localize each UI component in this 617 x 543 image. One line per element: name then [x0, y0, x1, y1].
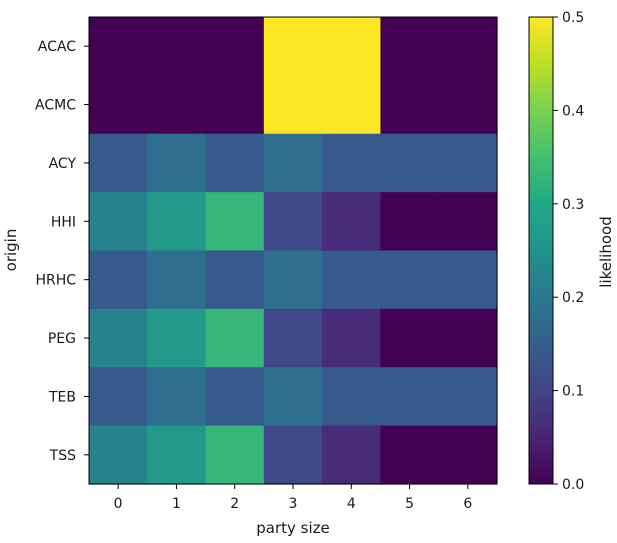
heatmap-cell: [322, 367, 382, 427]
heatmap-cell: [322, 17, 382, 76]
heatmap-cell: [205, 308, 265, 368]
y-tick-label: TEB: [48, 389, 76, 405]
colorbar-tick-label: 0.5: [562, 10, 584, 26]
x-axis-label: party size: [256, 519, 330, 537]
heatmap-cell: [89, 250, 148, 310]
heatmap-cell: [147, 425, 207, 485]
heatmap-cell: [263, 367, 323, 427]
heatmap-cell: [380, 425, 440, 485]
colorbar-label: likelihood: [597, 216, 615, 287]
heatmap-cell: [205, 75, 265, 135]
heatmap-cell: [322, 133, 382, 193]
heatmap-cell: [263, 250, 323, 310]
heatmap-cell: [380, 17, 440, 76]
y-tick-label: HHI: [51, 214, 76, 230]
heatmap-cell: [380, 192, 440, 252]
colorbar-frame: [528, 16, 554, 485]
heatmap-cells: [89, 17, 498, 485]
y-tick-label: ACMC: [35, 98, 76, 114]
heatmap-cell: [205, 17, 265, 76]
y-tick-label: ACY: [49, 156, 77, 172]
x-axis-ticks: 0 1 2 3 4 5 6: [114, 484, 472, 512]
y-axis-label: origin: [2, 229, 20, 272]
heatmap-cell: [205, 250, 265, 310]
heatmap-cell: [380, 75, 440, 135]
heatmap-cell: [263, 17, 323, 76]
heatmap-cell: [205, 367, 265, 427]
y-axis-ticks: ACAC ACMC ACY HHI HRHC PEG TEB TSS: [35, 39, 89, 464]
heatmap-cell: [380, 308, 440, 368]
colorbar-tick-label: 0.4: [562, 103, 584, 119]
x-tick-label: 3: [289, 496, 298, 512]
heatmap-cell: [263, 425, 323, 485]
heatmap-cell: [380, 367, 440, 427]
x-tick-label: 6: [463, 496, 472, 512]
heatmap-cell: [263, 75, 323, 135]
heatmap-cell: [89, 133, 148, 193]
heatmap-cell: [322, 75, 382, 135]
heatmap-cell: [438, 192, 498, 252]
heatmap-cell: [89, 308, 148, 368]
y-tick-label: PEG: [48, 331, 76, 347]
heatmap-cell: [147, 133, 207, 193]
heatmap-cell: [380, 133, 440, 193]
heatmap-cell: [438, 133, 498, 193]
colorbar-tick-label: 0.0: [562, 477, 584, 493]
heatmap-cell: [322, 250, 382, 310]
heatmap-cell: [147, 250, 207, 310]
heatmap-cell: [263, 192, 323, 252]
heatmap-cell: [263, 308, 323, 368]
colorbar: [529, 17, 553, 484]
heatmap-cell: [322, 425, 382, 485]
heatmap-cell: [89, 75, 148, 135]
x-tick-label: 2: [230, 496, 239, 512]
heatmap-cell: [89, 192, 148, 252]
heatmap-cell: [438, 367, 498, 427]
heatmap-cell: [205, 133, 265, 193]
colorbar-tick-label: 0.3: [562, 197, 584, 213]
heatmap-cell: [89, 367, 148, 427]
heatmap-cell: [89, 425, 148, 485]
x-tick-label: 1: [172, 496, 181, 512]
heatmap-cell: [263, 133, 323, 193]
heatmap-cell: [322, 192, 382, 252]
x-tick-label: 4: [347, 496, 356, 512]
heatmap-cell: [147, 17, 207, 76]
heatmap-cell: [205, 192, 265, 252]
heatmap-cell: [438, 425, 498, 485]
heatmap-cell: [147, 367, 207, 427]
heatmap-cell: [322, 308, 382, 368]
heatmap-cell: [438, 308, 498, 368]
y-tick-label: TSS: [49, 448, 76, 464]
y-tick-label: ACAC: [38, 39, 76, 55]
heatmap-cell: [147, 192, 207, 252]
colorbar-ticks: 0.0 0.1 0.2 0.3 0.4 0.5: [553, 10, 584, 493]
heatmap-cell: [147, 308, 207, 368]
heatmap-cell: [147, 75, 207, 135]
y-tick-label: HRHC: [35, 273, 76, 289]
heatmap-cell: [438, 75, 498, 135]
heatmap-cell: [438, 250, 498, 310]
colorbar-tick-label: 0.1: [562, 384, 584, 400]
heatmap-cell: [205, 425, 265, 485]
colorbar-tick-label: 0.2: [562, 290, 584, 306]
heatmap-cell: [89, 17, 148, 76]
x-tick-label: 0: [114, 496, 123, 512]
heatmap-cell: [380, 250, 440, 310]
x-tick-label: 5: [405, 496, 414, 512]
heatmap-cell: [438, 17, 498, 76]
